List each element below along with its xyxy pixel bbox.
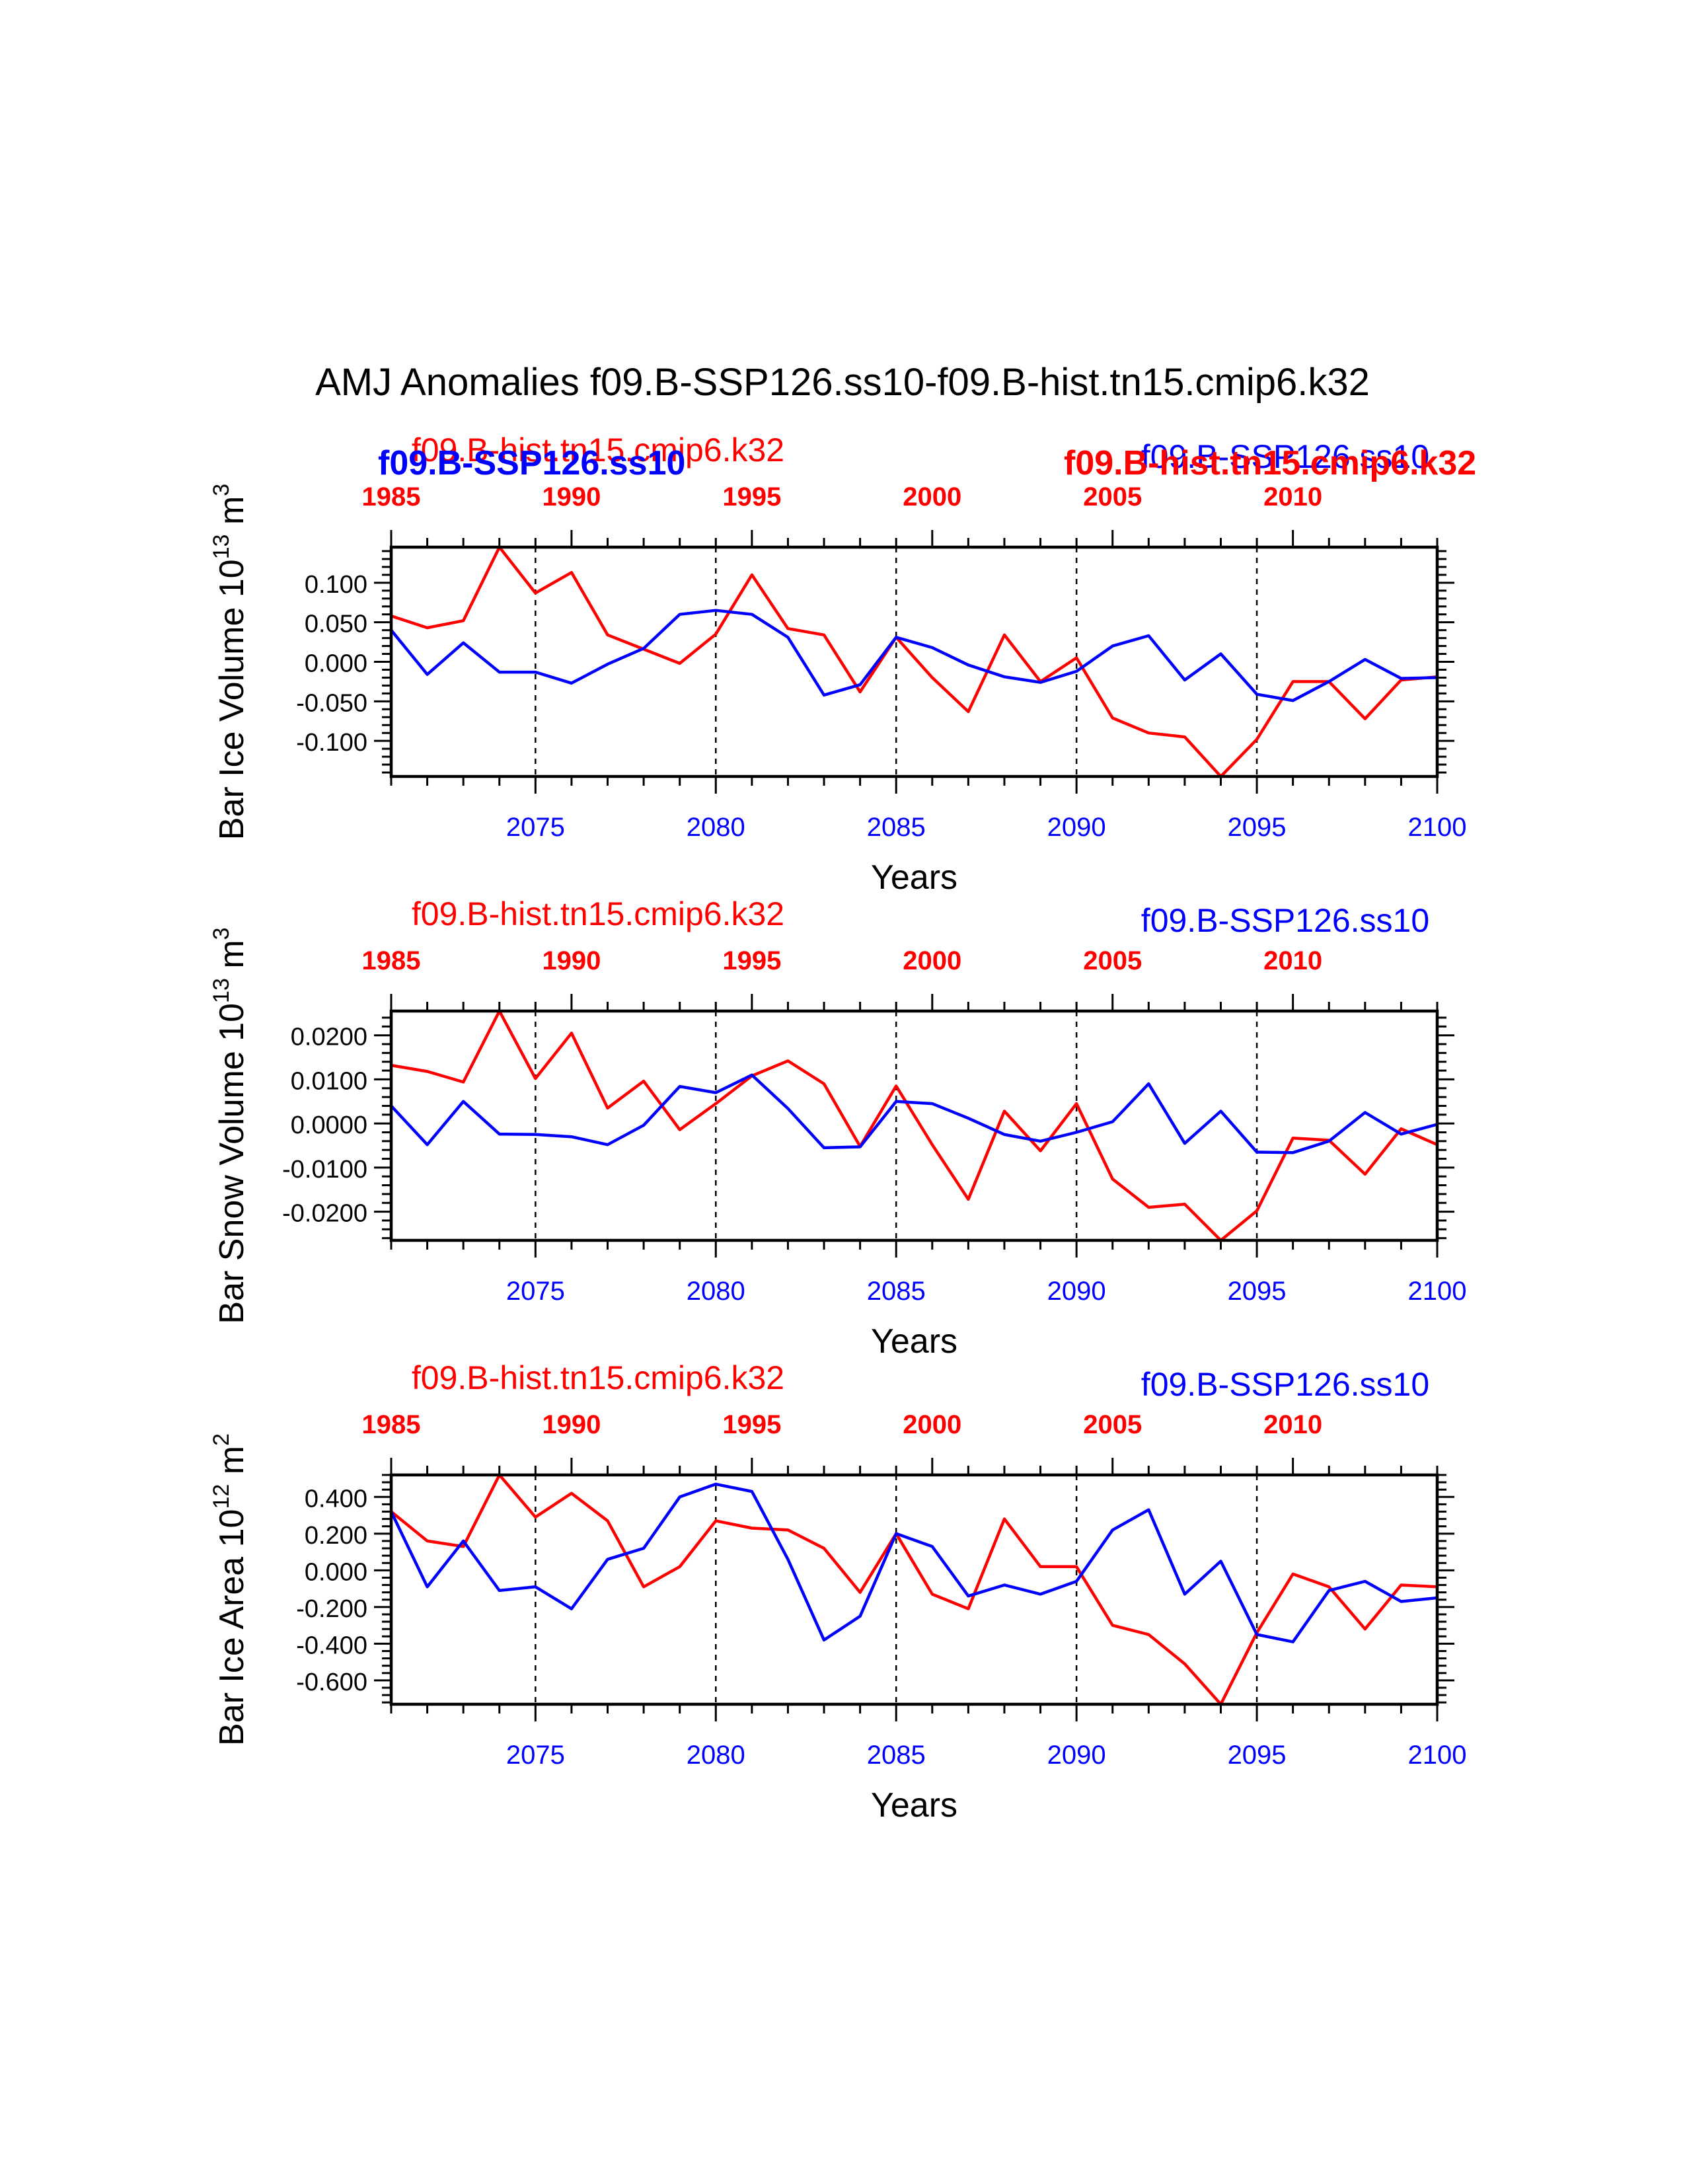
bottom-xtick-label: 2100 [1408,813,1467,842]
plot-frame [389,1473,1439,1706]
y-axis-label-unit: m [213,940,251,978]
top-xtick-label: 2010 [1263,1410,1322,1439]
bottom-xtick-label: 2085 [867,1277,926,1306]
ytick-label: -0.600 [296,1669,367,1696]
bottom-xtick-label: 2090 [1047,1277,1106,1306]
series-red-line [391,1009,1438,1242]
top-xtick-label: 1995 [722,1410,781,1439]
ytick-label: 0.000 [305,1558,367,1586]
y-axis-label-unit: m [213,1446,251,1484]
ytick-label: -0.050 [296,689,367,717]
plot-frame [389,545,1439,778]
top-xtick-label: 2010 [1263,482,1322,511]
y-axis-label-exp1: 12 [209,1484,234,1509]
legend-label-red: f09.B-hist.tn15.cmip6.k32 [412,895,784,932]
bottom-xtick-label: 2080 [687,1741,745,1770]
plot-frame [389,1009,1439,1242]
x-axis-label: Years [871,1786,957,1825]
ytick-label: 0.0100 [291,1067,367,1095]
bottom-xtick-label: 2090 [1047,1741,1106,1770]
ytick-label: -0.200 [296,1595,367,1623]
top-xtick-label: 1990 [542,482,601,511]
top-xtick-label: 1985 [362,482,421,511]
ytick-label: -0.100 [296,729,367,757]
bottom-xtick-label: 2075 [506,813,565,842]
top-xtick-label: 2000 [903,946,961,975]
series-red-line [391,545,1438,778]
top-xtick-label: 2000 [903,482,961,511]
legend-label-blue: f09.B-SSP126.ss10 [1141,1366,1429,1403]
top-xtick-label: 1995 [722,482,781,511]
y-axis-label-exp2: 3 [209,927,234,940]
panel-2: -0.0200 -0.0100 0.0000 0.0100 0.0200 2075 2080… [209,895,1466,1361]
top-xtick-label: 2000 [903,1410,961,1439]
bottom-xtick-label: 2085 [867,1741,926,1770]
ytick-label: -0.0100 [282,1156,367,1184]
ytick-label: -0.0200 [282,1200,367,1228]
ytick-label: 0.050 [305,611,367,638]
bottom-xtick-label: 2075 [506,1277,565,1306]
figure-title: AMJ Anomalies f09.B-SSP126.ss10-f09.B-hi… [315,361,1370,404]
y-axis-label: Bar Ice Volume 1013 m3 [209,484,251,840]
y-axis-label-exp1: 13 [209,534,234,559]
y-axis-label-base: Bar Ice Area 10 [213,1509,251,1746]
bottom-xtick-label: 2075 [506,1741,565,1770]
ytick-label: -0.400 [296,1632,367,1659]
top-xtick-label: 2010 [1263,946,1322,975]
bottom-xtick-label: 2100 [1408,1741,1467,1770]
series-blue-line [389,1482,1438,1643]
bottom-xtick-label: 2080 [687,1277,745,1306]
top-xtick-label: 1990 [542,946,601,975]
ytick-label: 0.100 [305,571,367,599]
y-axis-label: Bar Snow Volume 1013 m3 [209,927,251,1324]
legend-label-red: f09.B-hist.tn15.cmip6.k32 [412,1359,784,1396]
y-axis-label-base: Bar Snow Volume 10 [213,1003,251,1324]
overlay-label-red-bold: f09.B-hist.tn15.cmip6.k32 [1064,444,1476,482]
top-xtick-label: 2005 [1083,482,1142,511]
series-red-line [390,1473,1438,1706]
panel-1: -0.100 -0.050 0.000 0.050 0.100 2075 2080 2085 2… [209,432,1466,897]
top-xtick-label: 2005 [1083,946,1142,975]
bottom-xtick-label: 2090 [1047,813,1106,842]
bottom-xtick-label: 2085 [867,813,926,842]
y-axis-label: Bar Ice Area 1012 m2 [209,1433,251,1746]
y-axis-label-exp2: 2 [209,1433,234,1446]
y-axis-label-unit: m [213,496,251,535]
ytick-label: 0.0000 [291,1111,367,1139]
bottom-xtick-label: 2095 [1228,813,1287,842]
ytick-label: 0.0200 [291,1024,367,1051]
ytick-label: 0.400 [305,1485,367,1513]
x-axis-label: Years [871,858,957,897]
series-blue-line [390,1073,1438,1154]
top-xtick-label: 1990 [542,1410,601,1439]
series-blue-line [390,609,1438,702]
top-xtick-label: 1985 [362,1410,421,1439]
legend-label-blue: f09.B-SSP126.ss10 [1141,902,1429,939]
legend-label-red: f09.B-hist.tn15.cmip6.k32 [412,432,784,469]
panel-3: -0.600 -0.400 -0.200 0.000 0.200 0.400 2075 208… [209,1359,1466,1825]
y-axis-label-exp2: 3 [209,484,234,496]
bottom-xtick-label: 2100 [1408,1277,1467,1306]
ytick-label: 0.200 [305,1522,367,1550]
y-axis-label-exp1: 13 [209,978,234,1003]
bottom-xtick-label: 2080 [687,813,745,842]
top-xtick-label: 1985 [362,946,421,975]
ytick-label: 0.000 [305,650,367,678]
x-axis-label: Years [871,1322,957,1361]
top-xtick-label: 1995 [722,946,781,975]
top-xtick-label: 2005 [1083,1410,1142,1439]
overlay-label-blue-bold: f09.B-SSP126.ss10 [378,444,685,482]
bottom-xtick-label: 2095 [1228,1277,1287,1306]
bottom-xtick-label: 2095 [1228,1741,1287,1770]
legend-label-blue: f09.B-SSP126.ss10 [1141,438,1429,475]
y-axis-label-base: Bar Ice Volume 10 [213,559,251,840]
